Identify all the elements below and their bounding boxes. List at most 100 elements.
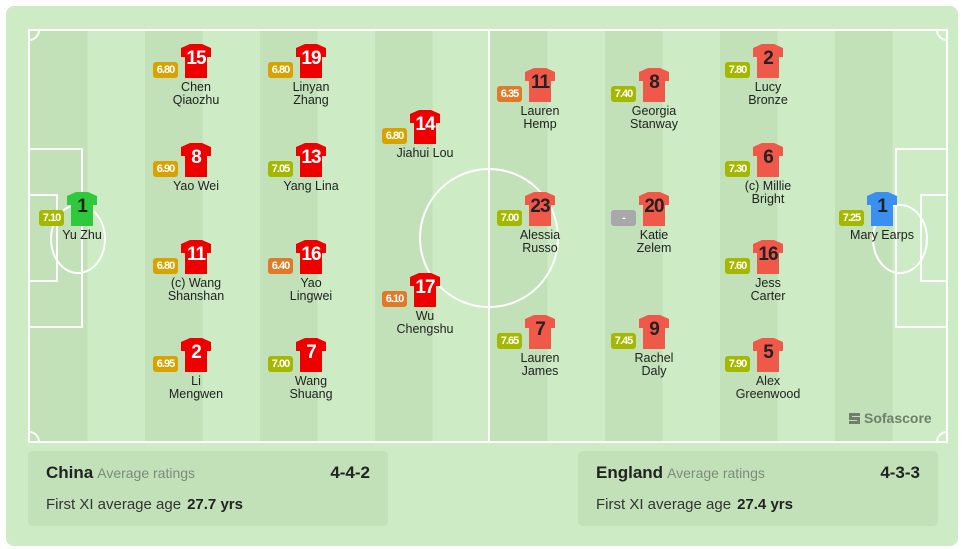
age-label: First XI average age (596, 496, 732, 513)
shirt-number: 16 (301, 244, 321, 265)
shirt-number: 2 (191, 342, 202, 363)
shirt-number: 8 (191, 147, 202, 168)
player-home[interactable]: 13 7.05 Yang Lina (246, 143, 376, 193)
player-away[interactable]: 11 6.35 Lauren Hemp (475, 68, 605, 131)
player-name-line: Lingwei (289, 289, 333, 303)
player-name-line: Bronze (748, 93, 788, 107)
player-home[interactable]: 7 7.00 Wang Shuang (246, 338, 376, 401)
player-name-line: Yu Zhu (62, 228, 102, 242)
left-penalty-box (30, 148, 83, 328)
player-name: Linyan Zhang (246, 81, 376, 107)
player-name-line: Katie (639, 228, 669, 242)
right-penalty-arc (872, 204, 928, 274)
player-name: Chen Qiaozhu (131, 81, 261, 107)
avg-ratings-label: Average ratings (667, 465, 765, 481)
player-home[interactable]: 11 6.80 (c) Wang Shanshan (131, 240, 261, 303)
player-home[interactable]: 15 6.80 Chen Qiaozhu (131, 44, 261, 107)
player-home[interactable]: 14 6.80 Jiahui Lou (360, 110, 490, 160)
player-home[interactable]: 19 6.80 Linyan Zhang (246, 44, 376, 107)
player-name-line: Qiaozhu (172, 93, 220, 107)
shirt-number: 19 (301, 48, 321, 69)
away-team-name[interactable]: England (596, 463, 664, 482)
player-away[interactable]: 9 7.45 Rachel Daly (589, 315, 719, 378)
player-name-line: Jess (755, 276, 781, 290)
jersey-icon: 1 7.25 (839, 192, 897, 226)
jersey-icon: 7 7.65 (497, 315, 555, 349)
player-name-line: Shuang (289, 387, 333, 401)
player-name-line: Alex (755, 374, 781, 388)
player-name-line: Lauren (520, 104, 560, 118)
jersey-icon: 19 6.80 (268, 44, 326, 78)
shirt-number: 23 (530, 196, 550, 217)
jersey-icon: 11 6.35 (497, 68, 555, 102)
player-home[interactable]: 17 6.10 Wu Chengshu (360, 273, 490, 336)
rating-badge: 7.00 (268, 356, 293, 372)
player-away[interactable]: 2 7.80 Lucy Bronze (703, 44, 833, 107)
player-away[interactable]: 20 - Katie Zelem (589, 192, 719, 255)
player-name-line: Li (191, 374, 201, 388)
rating-badge: 7.05 (268, 161, 293, 177)
player-name-line: Greenwood (735, 387, 801, 401)
player-name-line: Bright (751, 192, 785, 206)
player-name: (c) Wang Shanshan (131, 277, 261, 303)
jersey-icon: 16 6.40 (268, 240, 326, 274)
jersey-icon: 8 6.90 (153, 143, 211, 177)
away-formation: 4-3-3 (880, 463, 920, 482)
player-away[interactable]: 23 7.00 Alessia Russo (475, 192, 605, 255)
corner-arc (30, 431, 40, 441)
player-name-line: Yao (300, 276, 322, 290)
player-home[interactable]: 1 7.10 Yu Zhu (17, 192, 147, 242)
player-name-line: Hemp (523, 117, 557, 131)
player-away[interactable]: 1 7.25 Mary Earps (817, 192, 947, 242)
player-away[interactable]: 16 7.60 Jess Carter (703, 240, 833, 303)
player-name-line: Mengwen (168, 387, 224, 401)
jersey-icon: 5 7.90 (725, 338, 783, 372)
rating-badge: - (611, 210, 636, 226)
shirt-number: 11 (530, 72, 550, 93)
rating-badge: 6.95 (153, 356, 178, 372)
rating-badge: 6.90 (153, 161, 178, 177)
player-home[interactable]: 16 6.40 Yao Lingwei (246, 240, 376, 303)
player-away[interactable]: 5 7.90 Alex Greenwood (703, 338, 833, 401)
shirt-number: 2 (763, 48, 774, 69)
player-name-line: Alessia (519, 228, 561, 242)
player-name: Lucy Bronze (703, 81, 833, 107)
player-name: Mary Earps (817, 229, 947, 242)
player-name-line: Zhang (293, 93, 329, 107)
player-name-line: Rachel (634, 351, 674, 365)
shirt-number: 15 (186, 48, 206, 69)
player-name-line: Lucy (754, 80, 782, 94)
player-name-line: Russo (522, 241, 558, 255)
player-name-line: Daly (641, 364, 667, 378)
player-name-line: Carter (750, 289, 786, 303)
player-name: Alex Greenwood (703, 375, 833, 401)
corner-arc (936, 431, 946, 441)
player-home[interactable]: 8 6.90 Yao Wei (131, 143, 261, 193)
rating-badge: 7.00 (497, 210, 522, 226)
player-away[interactable]: 6 7.30 (c) Millie Bright (703, 143, 833, 206)
home-age: 27.7 yrs (187, 496, 243, 513)
right-penalty-box (895, 148, 946, 328)
player-name-line: Stanway (630, 117, 678, 131)
jersey-icon: 9 7.45 (611, 315, 669, 349)
player-home[interactable]: 2 6.95 Li Mengwen (131, 338, 261, 401)
home-team-name[interactable]: China (46, 463, 94, 482)
player-away[interactable]: 8 7.40 Georgia Stanway (589, 68, 719, 131)
jersey-icon: 17 6.10 (382, 273, 440, 307)
center-circle (419, 168, 559, 308)
player-away[interactable]: 7 7.65 Lauren James (475, 315, 605, 378)
age-label: First XI average age (46, 496, 182, 513)
jersey-icon: 2 7.80 (725, 44, 783, 78)
player-name: Lauren Hemp (475, 105, 605, 131)
jersey-icon: 16 7.60 (725, 240, 783, 274)
player-name: Li Mengwen (131, 375, 261, 401)
player-name: Yao Wei (131, 180, 261, 193)
rating-badge: 7.40 (611, 86, 636, 102)
rating-badge: 7.30 (725, 161, 750, 177)
lineups-widget: 1 7.10 Yu Zhu 15 6.80 Chen Qiaozhu 8 6.90… (6, 6, 958, 546)
player-name-line: Shanshan (167, 289, 225, 303)
left-goal-area (30, 194, 58, 282)
player-name-line: Lauren (520, 351, 560, 365)
rating-badge: 6.10 (382, 291, 407, 307)
pitch (28, 29, 948, 443)
